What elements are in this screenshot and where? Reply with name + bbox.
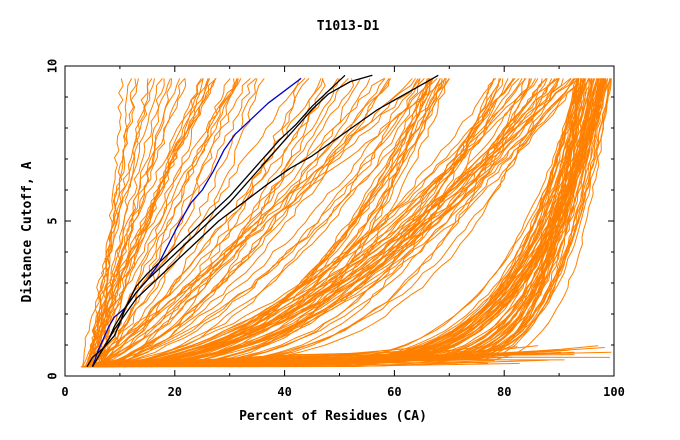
orange-model-line: [95, 78, 606, 368]
orange-model-line: [86, 78, 217, 367]
orange-model-line: [99, 78, 326, 368]
orange-model-line: [82, 78, 239, 367]
orange-model-line: [94, 78, 605, 368]
orange-model-line: [89, 78, 139, 367]
orange-model-line: [89, 78, 204, 368]
orange-model-line: [101, 78, 585, 368]
orange-model-line: [105, 78, 527, 368]
orange-model-line: [92, 78, 530, 368]
blue-model-line: [91, 77, 302, 367]
black-model-1-line: [91, 74, 373, 368]
orange-model-line: [87, 78, 606, 368]
orange-model-line: [95, 78, 421, 368]
orange-model-line: [85, 78, 515, 368]
x-tick-label: 100: [603, 385, 625, 399]
orange-model-line: [94, 78, 602, 368]
orange-model-line: [86, 78, 580, 368]
x-tick-label: 40: [277, 385, 291, 399]
orange-model-line: [86, 78, 580, 368]
orange-model-line: [89, 78, 156, 367]
orange-model-line: [99, 78, 413, 368]
y-axis-label: Distance Cutoff, A: [20, 161, 35, 302]
orange-model-line: [87, 78, 239, 367]
x-tick-label: 0: [61, 385, 68, 399]
orange-model-line: [99, 78, 438, 368]
orange-model-line: [91, 78, 416, 368]
orange-model-line: [97, 78, 237, 367]
orange-model-line: [84, 78, 165, 367]
orange-model-line: [100, 78, 124, 367]
orange-model-line: [92, 78, 495, 368]
orange-model-line: [89, 78, 425, 368]
x-tick-label: 20: [168, 385, 182, 399]
orange-model-line: [101, 78, 171, 367]
x-axis-label: Percent of Residues (CA): [239, 409, 427, 424]
orange-model-line: [83, 78, 306, 368]
orange-model-line: [86, 78, 592, 368]
orange-model-line: [95, 362, 520, 368]
orange-model-line: [92, 78, 495, 368]
orange-model-line: [89, 78, 257, 368]
orange-model-line: [91, 78, 433, 368]
orange-model-line: [95, 78, 547, 368]
orange-model-line: [95, 78, 580, 368]
y-tick-label: 5: [46, 217, 60, 224]
orange-model-line: [96, 78, 236, 367]
orange-model-line: [96, 78, 428, 368]
orange-series-group: [80, 77, 612, 368]
axis-ticks: 0 20 40 60 80 100 0 5 10: [46, 59, 625, 399]
orange-model-line: [81, 78, 585, 368]
orange-model-line: [94, 78, 340, 368]
x-tick-label: 60: [387, 385, 401, 399]
orange-model-line: [110, 78, 543, 368]
orange-model-line: [101, 78, 339, 368]
orange-model-line: [105, 78, 560, 368]
orange-model-line: [95, 78, 598, 368]
orange-model-line: [90, 78, 217, 367]
orange-model-line: [85, 78, 361, 368]
orange-model-line: [83, 78, 589, 368]
orange-model-line: [89, 78, 611, 368]
orange-model-line: [89, 78, 447, 368]
orange-model-line: [88, 78, 514, 368]
orange-model-line: [97, 78, 310, 368]
orange-model-line: [90, 78, 576, 368]
y-tick-label: 0: [46, 372, 60, 379]
orange-model-line: [106, 78, 548, 368]
highlight-series-group: [86, 74, 439, 368]
orange-model-line: [94, 78, 604, 368]
plot-area: [64, 65, 615, 377]
orange-model-line: [88, 78, 419, 368]
orange-model-line: [83, 78, 354, 368]
orange-model-line: [84, 356, 411, 368]
orange-model-line: [100, 78, 209, 367]
orange-model-line: [96, 78, 578, 368]
x-tick-label: 80: [497, 385, 511, 399]
black-model-3-line: [91, 74, 439, 368]
orange-model-line: [100, 78, 390, 368]
orange-model-line: [89, 78, 258, 368]
orange-model-line: [86, 78, 523, 368]
orange-model-line: [108, 78, 558, 368]
chart-title: T1013-D1: [317, 19, 380, 34]
orange-model-line: [85, 78, 349, 368]
orange-model-line: [92, 78, 587, 368]
orange-model-line: [100, 78, 202, 367]
orange-model-line: [87, 78, 434, 368]
orange-model-line: [88, 78, 163, 367]
orange-model-line: [82, 349, 550, 368]
orange-model-line: [97, 78, 251, 368]
orange-model-line: [80, 78, 430, 368]
orange-model-line: [103, 78, 504, 368]
orange-model-line: [82, 78, 553, 368]
orange-model-line: [100, 78, 324, 368]
y-tick-label: 10: [46, 59, 60, 73]
orange-model-line: [91, 78, 186, 367]
orange-model-line: [91, 349, 430, 368]
